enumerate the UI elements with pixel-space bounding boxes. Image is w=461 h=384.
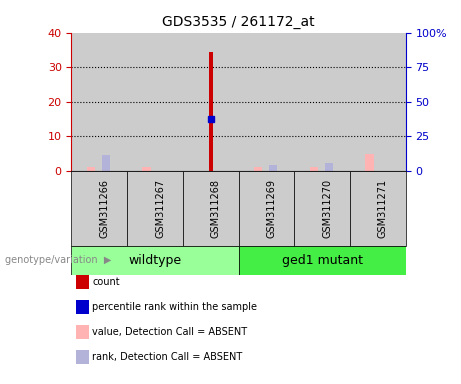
Text: GSM311270: GSM311270 bbox=[322, 179, 332, 238]
Bar bbox=[127, 171, 183, 246]
Text: rank, Detection Call = ABSENT: rank, Detection Call = ABSENT bbox=[92, 352, 242, 362]
Bar bbox=[71, 33, 127, 171]
Text: wildtype: wildtype bbox=[129, 254, 182, 266]
Bar bbox=[238, 246, 406, 275]
Bar bbox=[142, 167, 151, 171]
Bar bbox=[238, 33, 294, 171]
Bar bbox=[102, 156, 110, 171]
Text: GSM311269: GSM311269 bbox=[266, 179, 277, 238]
Bar bbox=[87, 167, 95, 171]
Bar bbox=[325, 163, 333, 171]
Bar bbox=[294, 33, 350, 171]
Text: GSM311271: GSM311271 bbox=[378, 179, 388, 238]
Text: GSM311266: GSM311266 bbox=[99, 179, 109, 238]
Bar bbox=[71, 171, 127, 246]
Bar bbox=[365, 154, 374, 171]
Bar bbox=[254, 167, 262, 171]
Bar bbox=[183, 33, 238, 171]
Title: GDS3535 / 261172_at: GDS3535 / 261172_at bbox=[162, 15, 315, 29]
Bar bbox=[209, 52, 213, 171]
Text: count: count bbox=[92, 277, 120, 287]
Text: genotype/variation  ▶: genotype/variation ▶ bbox=[5, 255, 111, 265]
Text: GSM311267: GSM311267 bbox=[155, 179, 165, 238]
Text: ged1 mutant: ged1 mutant bbox=[282, 254, 363, 266]
Text: value, Detection Call = ABSENT: value, Detection Call = ABSENT bbox=[92, 327, 247, 337]
Bar bbox=[294, 171, 350, 246]
Text: GSM311268: GSM311268 bbox=[211, 179, 221, 238]
Bar bbox=[350, 33, 406, 171]
Bar bbox=[238, 171, 294, 246]
Bar bbox=[350, 171, 406, 246]
Bar bbox=[183, 171, 238, 246]
Bar bbox=[310, 167, 318, 171]
Bar bbox=[71, 246, 239, 275]
Bar bbox=[269, 165, 277, 171]
Text: percentile rank within the sample: percentile rank within the sample bbox=[92, 302, 257, 312]
Bar bbox=[127, 33, 183, 171]
